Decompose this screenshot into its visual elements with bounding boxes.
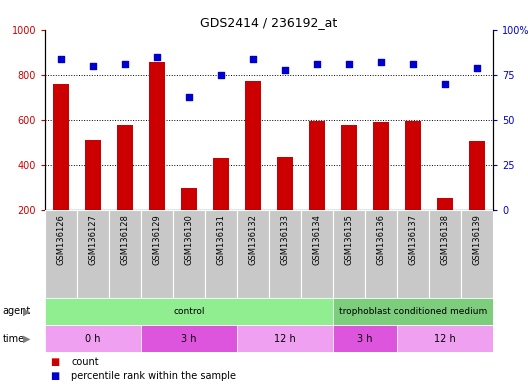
Title: GDS2414 / 236192_at: GDS2414 / 236192_at bbox=[200, 16, 337, 29]
Bar bbox=[237, 210, 269, 298]
Text: 3 h: 3 h bbox=[181, 333, 197, 344]
Text: 0 h: 0 h bbox=[85, 333, 101, 344]
Bar bbox=[461, 210, 493, 298]
Bar bbox=[373, 122, 389, 210]
Bar bbox=[173, 210, 205, 298]
Text: GSM136129: GSM136129 bbox=[153, 214, 162, 265]
Text: agent: agent bbox=[3, 306, 31, 316]
Text: GSM136134: GSM136134 bbox=[313, 214, 322, 265]
Text: GSM136135: GSM136135 bbox=[344, 214, 354, 265]
Bar bbox=[397, 210, 429, 298]
Text: time: time bbox=[3, 333, 25, 344]
Point bbox=[473, 65, 481, 71]
Bar bbox=[397, 325, 493, 352]
Text: GSM136127: GSM136127 bbox=[89, 214, 98, 265]
Bar bbox=[333, 325, 397, 352]
Bar bbox=[277, 157, 293, 210]
Point bbox=[281, 66, 289, 73]
Point bbox=[409, 61, 417, 67]
Bar bbox=[333, 298, 493, 325]
Text: ▶: ▶ bbox=[23, 333, 31, 344]
Bar bbox=[365, 210, 397, 298]
Bar bbox=[237, 325, 333, 352]
Bar bbox=[333, 210, 365, 298]
Point bbox=[441, 81, 449, 87]
Bar bbox=[117, 124, 133, 210]
Point bbox=[249, 56, 257, 62]
Bar bbox=[205, 210, 237, 298]
Bar bbox=[141, 325, 237, 352]
Point bbox=[345, 61, 353, 67]
Text: percentile rank within the sample: percentile rank within the sample bbox=[71, 371, 237, 381]
Text: GSM136138: GSM136138 bbox=[440, 214, 449, 265]
Text: GSM136132: GSM136132 bbox=[249, 214, 258, 265]
Bar bbox=[45, 210, 77, 298]
Bar bbox=[181, 187, 197, 210]
Point bbox=[313, 61, 321, 67]
Text: GSM136128: GSM136128 bbox=[120, 214, 129, 265]
Bar bbox=[405, 121, 421, 210]
Text: GSM136131: GSM136131 bbox=[216, 214, 225, 265]
Point bbox=[377, 59, 385, 65]
Text: control: control bbox=[173, 307, 205, 316]
Bar bbox=[269, 210, 301, 298]
Point bbox=[153, 54, 161, 60]
Text: GSM136137: GSM136137 bbox=[409, 214, 418, 265]
Text: GSM136136: GSM136136 bbox=[376, 214, 385, 265]
Bar bbox=[45, 298, 333, 325]
Bar bbox=[85, 140, 101, 210]
Point bbox=[121, 61, 129, 67]
Bar bbox=[53, 84, 69, 210]
Text: ▶: ▶ bbox=[23, 306, 31, 316]
Point bbox=[217, 72, 225, 78]
Text: count: count bbox=[71, 357, 99, 367]
Text: 12 h: 12 h bbox=[274, 333, 296, 344]
Bar bbox=[245, 81, 261, 210]
Text: ■: ■ bbox=[50, 371, 60, 381]
Bar bbox=[301, 210, 333, 298]
Text: 3 h: 3 h bbox=[357, 333, 373, 344]
Bar bbox=[341, 124, 357, 210]
Bar bbox=[429, 210, 461, 298]
Text: ■: ■ bbox=[50, 357, 60, 367]
Point bbox=[89, 63, 97, 69]
Bar bbox=[469, 141, 485, 210]
Text: GSM136126: GSM136126 bbox=[56, 214, 65, 265]
Text: trophoblast conditioned medium: trophoblast conditioned medium bbox=[339, 307, 487, 316]
Bar bbox=[141, 210, 173, 298]
Bar bbox=[109, 210, 141, 298]
Bar bbox=[213, 158, 229, 210]
Bar bbox=[437, 198, 453, 210]
Text: GSM136130: GSM136130 bbox=[184, 214, 193, 265]
Bar bbox=[45, 325, 141, 352]
Text: 12 h: 12 h bbox=[434, 333, 456, 344]
Point bbox=[185, 94, 193, 100]
Bar bbox=[149, 61, 165, 210]
Bar bbox=[309, 121, 325, 210]
Text: GSM136139: GSM136139 bbox=[473, 214, 482, 265]
Bar bbox=[77, 210, 109, 298]
Text: GSM136133: GSM136133 bbox=[280, 214, 289, 265]
Point bbox=[57, 56, 65, 62]
